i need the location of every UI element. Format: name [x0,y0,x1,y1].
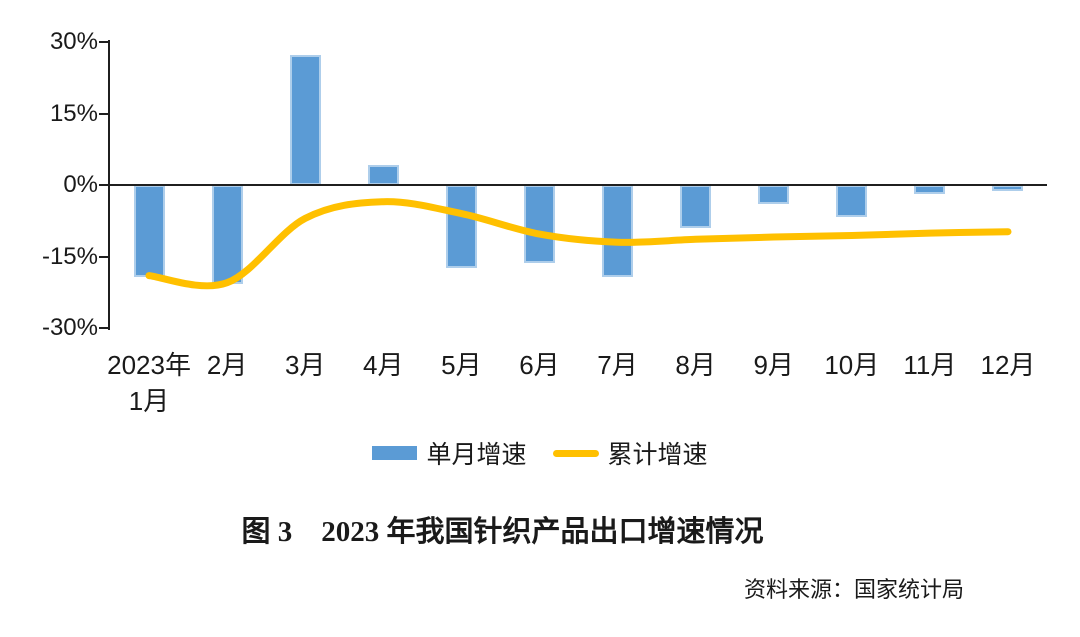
y-axis-label: -30% [41,314,98,341]
x-axis-label: 10月 [824,350,880,380]
legend-label-cumulative: 累计增速 [607,442,708,469]
x-axis-label: 6月 [519,350,560,380]
x-axis-label: 2月 [206,350,248,380]
chart-area: 30% 15% 0% -15% -30% 2023年 1月 2月 3月 4月 5月 6月 7月 8月 9月… [41,28,1047,416]
bar-series-swatch [372,446,418,460]
bar [680,185,712,229]
x-axis-label: 12月 [980,350,1036,380]
legend-label-monthly: 单月增速 [426,442,527,469]
y-axis-label: 30% [49,28,98,55]
y-tick [99,327,108,329]
y-tick [99,184,108,186]
figure-title: 图 3 2023 年我国针织产品出口增速情况 [241,516,764,548]
y-axis-label: -15% [41,242,98,270]
bar [211,185,243,285]
y-tick [99,255,108,258]
bar [289,54,321,185]
bar [758,185,790,204]
bar [133,185,165,278]
x-axis-label: 11月 [903,350,957,380]
bar [367,164,399,185]
bar [602,185,634,278]
legend-item-cumulative: 累计增速 [552,435,708,471]
x-axis-label: 7月 [597,350,638,380]
cumulative-line-path [145,198,1012,290]
x-axis-label: 3月 [284,350,326,380]
zero-axis-line [110,184,1047,186]
x-axis-label: 9月 [753,350,794,380]
legend-item-monthly: 单月增速 [372,435,527,471]
bar [992,185,1024,192]
y-axis-label: 15% [49,99,98,127]
x-axis-label: 8月 [675,350,716,380]
x-axis-label: 2023年 1月 [107,350,191,416]
y-tick [99,41,108,43]
y-axis-label: 0% [63,171,98,198]
data-source: 资料来源：国家统计局 [744,577,965,602]
line-series-swatch [552,449,599,457]
y-tick [99,112,108,115]
bar [914,185,946,195]
bar [523,185,555,264]
y-axis-line [108,40,110,330]
x-axis-label: 4月 [363,350,404,380]
bar [445,185,477,269]
bar [836,185,868,218]
x-axis-label: 5月 [441,350,482,380]
legend: 单月增速 累计增速 [0,435,1080,471]
